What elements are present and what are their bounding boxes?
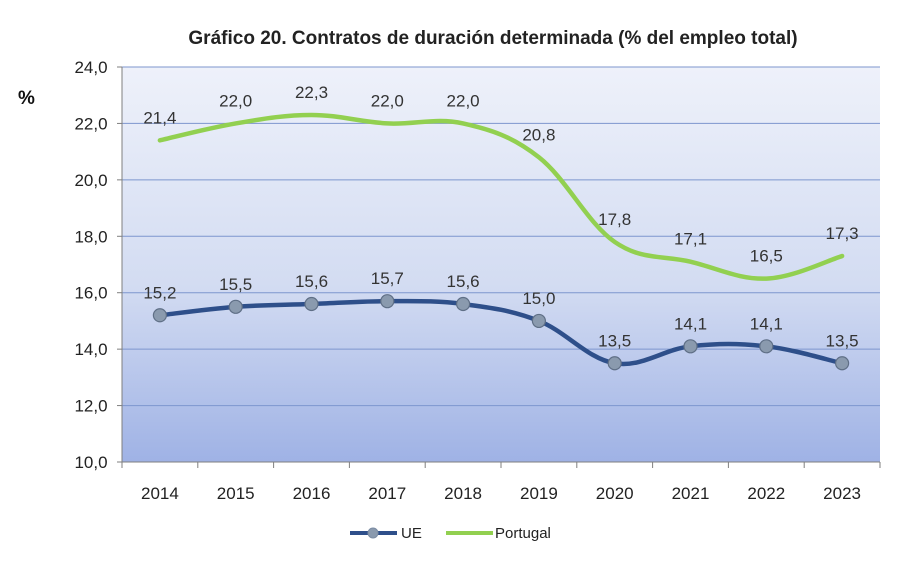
- x-tick-label: 2022: [747, 484, 785, 503]
- x-tick-label: 2016: [293, 484, 331, 503]
- data-label-ue: 14,1: [750, 314, 783, 333]
- data-label-ue: 15,2: [143, 283, 176, 302]
- data-point-ue: [304, 296, 319, 312]
- y-axis-label: %: [18, 88, 35, 109]
- y-tick-label: 24,0: [74, 58, 107, 77]
- data-label-portugal: 22,0: [371, 91, 404, 110]
- data-labels: 21,4 22,0 22,3 22,0 22,0 20,8 17,8 17,1 16,5 17,3…: [143, 83, 858, 350]
- y-tick-label: 12,0: [74, 397, 107, 416]
- chart-title: Gráfico 20. Contratos de duración determ…: [188, 28, 797, 49]
- x-tick-label: 2021: [672, 484, 710, 503]
- data-label-portugal: 20,8: [522, 125, 555, 144]
- data-label-ue: 14,1: [674, 314, 707, 333]
- data-point-ue: [531, 313, 547, 329]
- y-tick-labels: 10,0 12,0 14,0 16,0 18,0 20,0 22,0 24,0: [74, 58, 107, 472]
- data-label-ue: 15,5: [219, 275, 252, 294]
- data-point-ue: [683, 339, 698, 354]
- data-point-ue: [456, 296, 471, 312]
- data-label-portugal: 17,3: [826, 224, 859, 243]
- data-point-ue: [380, 294, 395, 309]
- y-tick-label: 18,0: [74, 227, 107, 246]
- data-label-portugal: 17,8: [598, 210, 631, 229]
- y-tick-label: 22,0: [74, 114, 107, 133]
- y-tick-label: 14,0: [74, 340, 107, 359]
- data-label-ue: 15,7: [371, 269, 404, 288]
- x-tick-label: 2014: [141, 484, 179, 503]
- x-tick-label: 2017: [368, 484, 406, 503]
- data-label-portugal: 21,4: [143, 108, 176, 127]
- series-markers: [152, 294, 850, 371]
- x-tick-label: 2023: [823, 484, 861, 503]
- legend-ue-label: UE: [401, 525, 422, 542]
- y-tick-label: 16,0: [74, 284, 107, 303]
- gridlines: [122, 66, 880, 407]
- data-point-ue: [152, 308, 167, 323]
- axes: [117, 66, 881, 468]
- x-tick-label: 2015: [217, 484, 255, 503]
- data-label-portugal: 17,1: [674, 230, 707, 249]
- data-point-ue: [228, 299, 243, 314]
- data-point-ue: [834, 356, 850, 371]
- legend-ue-marker: [367, 527, 379, 539]
- data-label-ue: 13,5: [826, 331, 859, 350]
- data-label-ue: 15,6: [295, 272, 328, 291]
- legend-portugal-label: Portugal: [495, 525, 551, 542]
- y-tick-label: 10,0: [74, 453, 107, 472]
- data-label-portugal: 22,0: [219, 91, 252, 110]
- series-line-ue: [157, 298, 845, 367]
- series-line-portugal: [157, 112, 845, 281]
- data-label-portugal: 16,5: [750, 247, 783, 266]
- data-label-ue: 15,6: [447, 272, 480, 291]
- data-label-portugal: 22,3: [295, 83, 328, 102]
- data-label-ue: 13,5: [598, 331, 631, 350]
- x-tick-label: 2019: [520, 484, 558, 503]
- y-tick-label: 20,0: [74, 171, 107, 190]
- x-tick-labels: 2014 2015 2016 2017 2018 2019 2020 2021 2022 2023: [141, 484, 861, 503]
- x-tick-label: 2018: [444, 484, 482, 503]
- series-lines: [157, 112, 845, 367]
- data-point-ue: [759, 339, 774, 354]
- data-point-ue: [607, 356, 622, 371]
- x-tick-label: 2020: [596, 484, 634, 503]
- data-label-portugal: 22,0: [447, 91, 480, 110]
- data-label-ue: 15,0: [522, 289, 555, 308]
- legend: UE Portugal: [350, 525, 551, 542]
